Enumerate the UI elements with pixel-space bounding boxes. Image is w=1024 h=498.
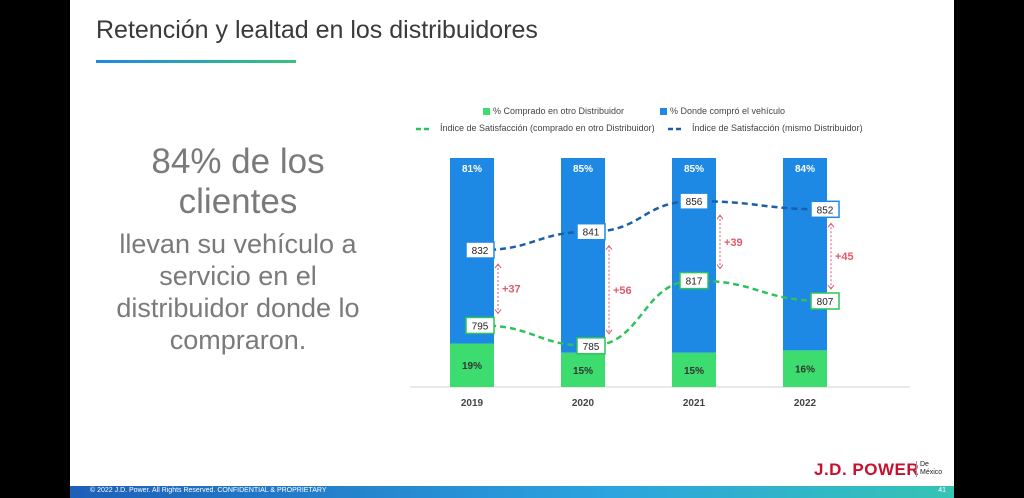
bar-blue-2020 [561,158,605,353]
slide: Retención y lealtad en los distribuidore… [70,0,954,498]
diff-label-2022: +45 [835,251,854,263]
diff-arrow-up-2020 [605,244,613,251]
green-index-2020-label: 785 [583,342,600,353]
legend-label-2: Índice de Satisfacción (comprado en otro… [440,123,655,133]
blue-index-2021-box [679,192,709,210]
bar-green-2019 [450,343,494,387]
bar-green-2020 [561,352,605,387]
x-tick-2021: 2021 [683,398,706,409]
body-line-3: distribuidor donde lo [116,293,360,323]
legend-label-1: % Donde compró el vehículo [670,106,785,116]
green-index-2019-label: 795 [472,321,489,332]
blue-index-2022-label: 852 [817,205,834,216]
blue-index-2019-box [465,241,495,259]
logo-sub-line-1: De [920,461,929,468]
logo-text: J.D. POWER [814,460,920,479]
bar-green-2022 [783,350,827,387]
x-tick-2022: 2022 [794,398,817,409]
footer-bar: © 2022 J.D. Power. All Rights Reserved. … [70,486,954,498]
slide-title: Retención y lealtad en los distribuidore… [96,16,538,44]
headline-line-2: clientes [178,182,298,221]
stacked-bar-chart: % Comprado en otro Distribuidor % Donde c… [410,106,910,409]
diff-arrow-up-2021 [716,214,724,220]
green-index-2022-box [810,292,840,310]
legend-label-0: % Comprado en otro Distribuidor [493,106,624,116]
blue-index-2020-label: 841 [583,228,600,239]
bar-green-label-2022: 16% [795,365,815,376]
bar-green-label-2020: 15% [573,366,593,377]
diff-label-2019: +37 [502,284,521,296]
line-satisfaction-other-dealer [479,279,826,348]
diff-label-2020: +56 [613,285,632,297]
green-index-2022-label: 807 [817,297,834,308]
diff-arrow-down-2021 [716,264,724,270]
logo-subtext: De México [916,461,942,477]
green-index-2019-box [465,316,495,335]
body-line-4: compraron. [169,325,307,355]
bar-green-label-2019: 19% [462,361,482,372]
legend-label-3: Índice de Satisfacción (mismo Distribuid… [692,123,863,133]
body-line-2: servicio en el [159,261,317,291]
bar-blue-label-2020: 85% [573,164,593,175]
blue-index-2020-box [576,222,606,241]
bar-blue-label-2021: 85% [684,164,704,175]
jd-power-logo: J.D. POWER De México [814,460,942,480]
diff-arrow-down-2020 [605,329,613,335]
diff-arrow-down-2019 [494,309,502,315]
body-line-1: llevan su vehículo a [119,229,357,259]
green-index-2020-box [576,337,606,355]
diff-arrow-up-2022 [827,222,835,228]
blue-index-2019-label: 832 [472,246,489,257]
legend-swatch-0 [483,108,490,115]
diff-arrow-up-2019 [494,263,502,269]
headline-block: 84% de los clientes llevan su vehículo a… [70,142,406,356]
page-number: 41 [938,487,946,494]
blue-index-2022-box [810,200,840,219]
x-tick-2020: 2020 [572,398,595,409]
title-underline [96,60,296,63]
bar-blue-label-2022: 84% [795,164,815,175]
logo-sub-line-2: México [920,469,943,476]
diff-label-2021: +39 [724,237,743,249]
bar-green-label-2021: 15% [684,366,704,377]
green-index-2021-box [679,271,709,290]
legend-swatch-1 [660,108,667,115]
bar-blue-2022 [783,158,827,351]
green-index-2021-label: 817 [686,277,703,288]
diff-arrow-down-2022 [827,284,835,290]
bar-blue-2021 [672,158,716,353]
bar-blue-label-2019: 81% [462,164,482,175]
blue-index-2021-label: 856 [686,197,703,208]
headline-line-1: 84% de los [151,142,325,181]
footer-copyright: © 2022 J.D. Power. All Rights Reserved. … [90,487,327,494]
x-tick-2019: 2019 [461,398,484,409]
line-satisfaction-same-dealer [479,199,826,252]
bar-green-2021 [672,352,716,387]
